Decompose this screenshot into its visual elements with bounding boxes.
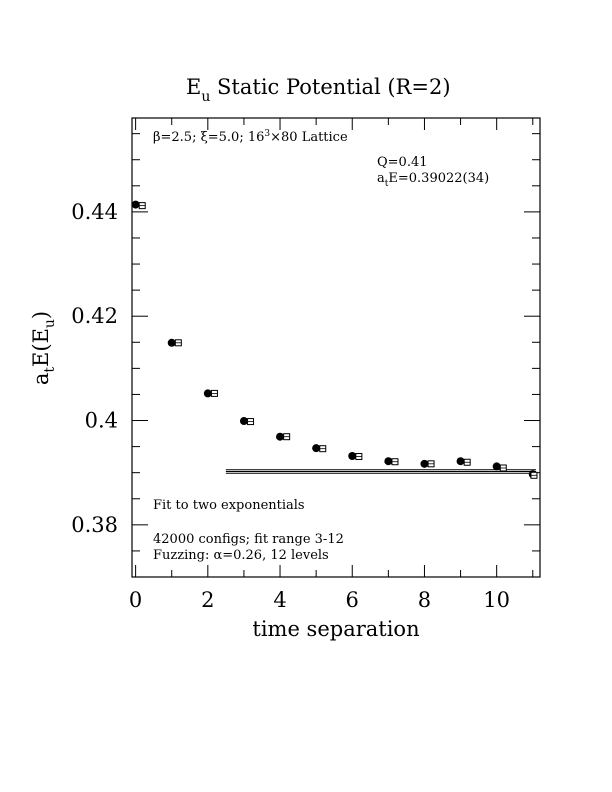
y-axis-ticks	[132, 133, 540, 578]
series-open-squares	[138, 202, 538, 479]
data-point-circle	[420, 459, 429, 468]
y-tick-label: 0.42	[71, 304, 118, 328]
y-tick-label: 0.44	[71, 200, 118, 224]
data-point-circle	[492, 462, 501, 471]
y-axis-tick-labels: 0.38 0.4 0.42 0.44	[71, 200, 118, 537]
x-axis-ticks	[135, 118, 534, 577]
x-tick-label: 2	[201, 588, 214, 612]
lattice-annotation: β=2.5; ξ=5.0; 163×80 Lattice	[153, 129, 348, 145]
x-tick-label: 8	[418, 588, 431, 612]
plot-frame	[131, 117, 541, 578]
data-point-circle	[312, 444, 321, 453]
data-point-circle	[384, 457, 393, 466]
x-tick-label: 10	[483, 588, 510, 612]
x-tick-label: 0	[129, 588, 142, 612]
x-tick-label: 6	[346, 588, 359, 612]
data-point-circle	[348, 451, 357, 460]
data-point-circle	[456, 457, 465, 466]
x-axis-tick-labels: 0 2 4 6 8 10	[129, 588, 510, 612]
data-point-circle	[131, 200, 140, 209]
fit-note: Fit to two exponentials	[153, 498, 305, 513]
configs-note: 42000 configs; fit range 3-12	[153, 532, 344, 547]
data-point-circle	[203, 389, 212, 398]
energy-annotation: atE=0.39022(34)	[377, 171, 489, 189]
y-tick-label: 0.38	[71, 513, 118, 537]
y-axis-label: atE(Eu)	[29, 311, 58, 385]
x-tick-label: 4	[273, 588, 286, 612]
fit-band	[225, 469, 536, 474]
q-value-annotation: Q=0.41	[377, 155, 428, 170]
x-axis-label: time separation	[252, 617, 419, 641]
data-point-circle	[276, 432, 285, 441]
series-filled-circles	[131, 200, 537, 479]
data-point-circle	[167, 338, 176, 347]
fuzzing-note: Fuzzing: α=0.26, 12 levels	[153, 548, 329, 563]
y-tick-label: 0.4	[85, 409, 118, 433]
data-point-circle	[239, 417, 248, 426]
chart-title: Eu Static Potential (R=2)	[186, 75, 451, 105]
